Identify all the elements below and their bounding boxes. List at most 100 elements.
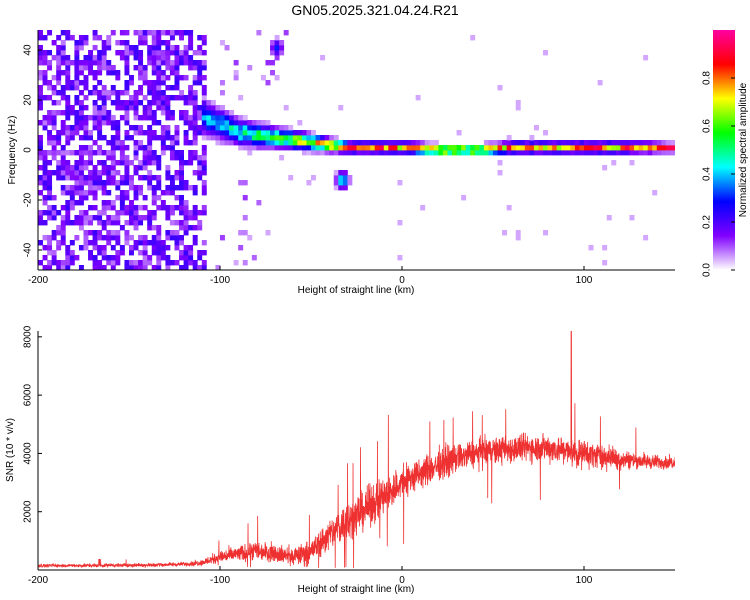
heatmap-cell: [201, 40, 207, 46]
heatmap-cell: [56, 240, 62, 246]
heatmap-cell: [56, 170, 62, 176]
heatmap-cell: [151, 135, 157, 141]
heatmap-cell: [338, 170, 344, 176]
heatmap-cell: [301, 145, 307, 151]
heatmap-cell: [147, 175, 153, 181]
heatmap-cell: [47, 195, 53, 201]
heatmap-cell: [151, 265, 157, 270]
heatmap-cell: [65, 260, 71, 266]
heatmap-cell: [74, 190, 80, 196]
heatmap-cell: [129, 95, 134, 101]
heatmap-cell: [69, 35, 75, 41]
heatmap-cell: [242, 215, 248, 221]
heatmap-cell: [524, 140, 530, 146]
heatmap-cell: [51, 145, 57, 151]
heatmap-cell: [515, 140, 521, 146]
heatmap-cell: [106, 235, 112, 241]
heatmap-cell: [156, 75, 162, 81]
heatmap-cell: [78, 80, 84, 86]
heatmap-cell: [83, 40, 89, 46]
heatmap-cell: [274, 55, 280, 61]
heatmap-cell: [115, 260, 121, 266]
heatmap-cell: [229, 140, 235, 146]
heatmap-cell: [192, 210, 198, 216]
heatmap-cell: [110, 175, 116, 181]
heatmap-cell: [92, 120, 98, 126]
heatmap-cell: [101, 180, 107, 186]
heatmap-cell: [256, 130, 262, 136]
heatmap-cell: [42, 220, 48, 226]
heatmap-cell: [165, 255, 171, 261]
heatmap-cell: [42, 210, 48, 216]
heatmap-cell: [115, 105, 121, 111]
heatmap-cell: [42, 200, 48, 206]
heatmap-cell: [138, 235, 144, 241]
heatmap-cell: [179, 170, 184, 176]
heatmap-cell: [201, 185, 207, 191]
heatmap-cell: [78, 195, 84, 201]
heatmap-cell: [197, 155, 203, 161]
heatmap-cell: [78, 185, 84, 191]
heatmap-cell: [92, 230, 98, 236]
heatmap-cell: [270, 50, 275, 56]
heatmap-cell: [156, 50, 162, 56]
heatmap-cell: [179, 160, 184, 166]
heatmap-cell: [506, 135, 512, 141]
heatmap-cell: [188, 115, 194, 121]
heatmap-cell: [333, 145, 339, 151]
heatmap-cell: [83, 35, 89, 41]
heatmap-cell: [238, 95, 244, 101]
heatmap-cell: [69, 185, 75, 191]
heatmap-cell: [306, 140, 312, 146]
heatmap-cell: [552, 140, 558, 146]
heatmap-cell: [142, 155, 148, 161]
heatmap-cell: [88, 220, 93, 226]
heatmap-cell: [324, 150, 330, 156]
heatmap-cell: [561, 140, 567, 146]
heatmap-cell: [88, 230, 93, 236]
heatmap-cell: [574, 145, 580, 151]
heatmap-cell: [129, 180, 134, 186]
heatmap-cell: [520, 145, 526, 151]
heatmap-cell: [247, 140, 253, 146]
heatmap-cell: [306, 130, 312, 136]
heatmap-cell: [97, 50, 103, 56]
heatmap-cell: [160, 70, 166, 76]
heatmap-cell: [188, 260, 194, 266]
heatmap-cell: [584, 150, 589, 156]
heatmap-cell: [192, 190, 198, 196]
heatmap-cell: [220, 130, 225, 136]
heatmap-cell: [602, 245, 608, 251]
heatmap-cell: [188, 35, 194, 41]
heatmap-cell: [142, 215, 148, 221]
heatmap-cell: [142, 145, 148, 151]
heatmap-cell: [83, 85, 89, 91]
heatmap-cell: [201, 125, 207, 131]
heatmap-cell: [201, 90, 207, 96]
heatmap-cell: [179, 265, 184, 270]
heatmap-cell: [147, 110, 153, 116]
heatmap-cell: [238, 125, 244, 131]
heatmap-cell: [78, 45, 84, 51]
heatmap-cell: [379, 140, 385, 146]
heatmap-cell: [174, 245, 180, 251]
heatmap-cell: [197, 65, 203, 71]
heatmap-cell: [60, 225, 66, 231]
heatmap-cell: [119, 115, 125, 121]
heatmap-cell: [201, 115, 207, 121]
heatmap-cell: [165, 145, 171, 151]
heatmap-cell: [656, 145, 662, 151]
heatmap-cell: [60, 145, 66, 151]
heatmap-cell: [42, 80, 48, 86]
heatmap-cell: [206, 130, 212, 136]
heatmap-cell: [370, 150, 376, 156]
heatmap-cell: [201, 110, 207, 116]
heatmap-cell: [124, 260, 130, 266]
heatmap-cell: [151, 110, 157, 116]
heatmap-cell: [274, 75, 280, 81]
heatmap-cell: [138, 190, 144, 196]
heatmap-cell: [106, 240, 112, 246]
heatmap-cell: [56, 100, 62, 106]
heatmap-cell: [110, 70, 116, 76]
heatmap-cell: [151, 210, 157, 216]
